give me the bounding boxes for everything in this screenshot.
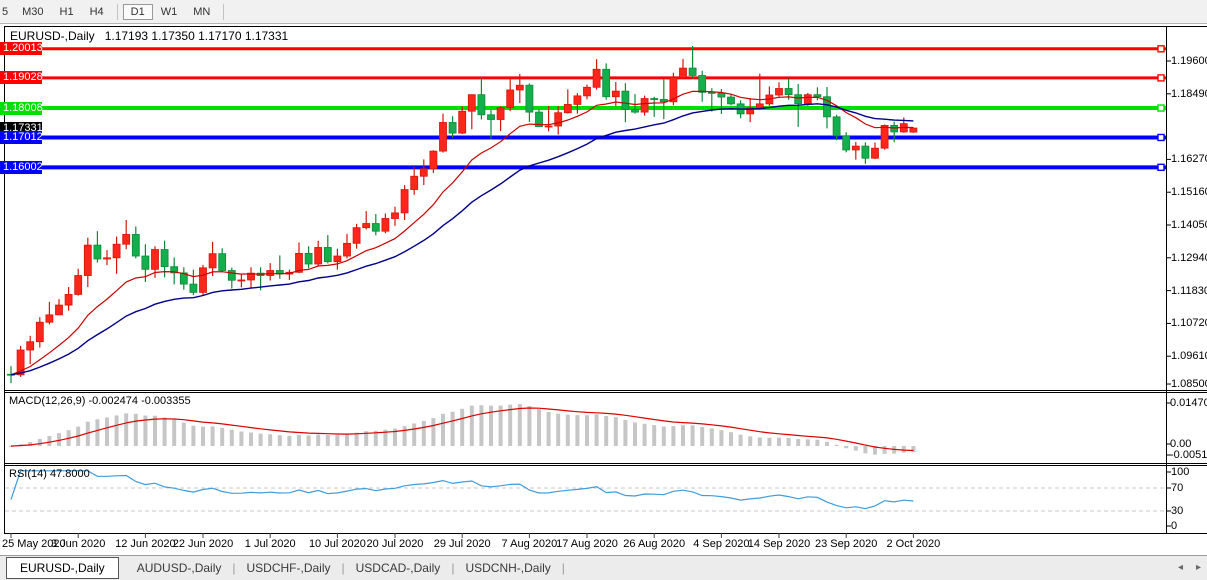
ma-fast-line[interactable] [10,90,914,376]
macd-signal-line [10,407,914,452]
chart-tab-audusd[interactable]: AUDUSD-,Daily [136,561,222,575]
ma-slow-line[interactable] [10,103,914,376]
timeframe-button-h1[interactable]: H1 [59,5,74,18]
tab-scroll-left-icon[interactable]: ◂ [1178,562,1184,573]
candlesticks [7,45,918,384]
toolbar-separator [116,3,118,20]
level-line-handle[interactable] [5,163,13,172]
timeframe-button-h4[interactable]: H4 [89,5,104,18]
chart-tab-eurusd[interactable]: EURUSD-,Daily [6,557,119,579]
tab-separator: | [451,561,455,575]
chart-tab-usdcad[interactable]: USDCAD-,Daily [355,561,441,575]
chart-tab-usdcnh[interactable]: USDCNH-,Daily [465,561,551,575]
level-line-handle[interactable] [1157,163,1165,172]
tab-separator: | [232,561,236,575]
level-line-handle[interactable] [1157,74,1165,82]
chart-tab-usdchf[interactable]: USDCHF-,Daily [246,561,331,575]
timeframe-button-5[interactable]: 5 [2,5,9,18]
level-line-handle[interactable] [5,104,13,112]
level-line-handle[interactable] [1157,104,1165,112]
chart-tab-bar: EURUSD-,Daily AUDUSD-,Daily | USDCHF-,Daily… [0,555,1207,580]
tab-separator: | [561,561,565,575]
rsi-line [10,470,914,510]
tab-separator: | [341,561,345,575]
panel-borders [4,26,1207,534]
timeframe-button-m30[interactable]: M30 [22,5,44,18]
rsi-panel-lines [5,487,1166,512]
level-line-handle[interactable] [5,74,13,82]
macd-histogram [9,404,916,455]
timeframe-button-d1[interactable]: D1 [122,3,153,20]
tab-scroll-right-icon[interactable]: ▸ [1196,562,1202,573]
timeframe-toolbar: 5 M30 H1 H4 D1 W1 MN [0,0,1207,24]
level-line-handle[interactable] [1157,45,1165,53]
scale-ticks [10,60,1171,538]
level-line-handle[interactable] [5,45,13,53]
level-line-handle[interactable] [1157,133,1165,142]
horizontal-level-lines[interactable] [5,45,1166,172]
level-line-handle[interactable] [5,133,13,142]
toolbar-separator [223,3,225,20]
timeframe-button-mn[interactable]: MN [193,5,211,18]
timeframe-button-w1[interactable]: W1 [160,5,178,18]
